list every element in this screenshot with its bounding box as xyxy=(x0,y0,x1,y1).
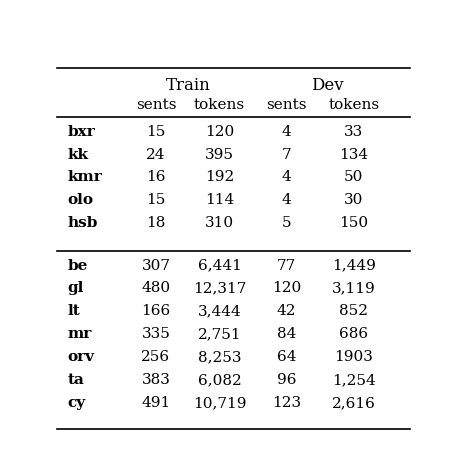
Text: 15: 15 xyxy=(146,194,165,207)
Text: Train: Train xyxy=(165,77,210,94)
Text: tokens: tokens xyxy=(328,98,379,112)
Text: 2,616: 2,616 xyxy=(331,396,375,410)
Text: 114: 114 xyxy=(204,194,234,207)
Text: be: be xyxy=(67,259,88,273)
Text: tokens: tokens xyxy=(193,98,245,112)
Text: 24: 24 xyxy=(146,148,165,161)
Text: 30: 30 xyxy=(344,194,363,207)
Text: 166: 166 xyxy=(141,304,170,319)
Text: gl: gl xyxy=(67,281,84,295)
Text: 480: 480 xyxy=(141,281,170,295)
Text: cy: cy xyxy=(67,396,86,410)
Text: sents: sents xyxy=(136,98,176,112)
Text: 1,449: 1,449 xyxy=(331,259,375,273)
Text: 12,317: 12,317 xyxy=(192,281,246,295)
Text: 120: 120 xyxy=(204,125,234,139)
Text: 150: 150 xyxy=(339,216,368,230)
Text: 1903: 1903 xyxy=(334,350,373,364)
Text: 310: 310 xyxy=(205,216,233,230)
Text: 3,119: 3,119 xyxy=(331,281,375,295)
Text: 1,254: 1,254 xyxy=(331,373,375,387)
Text: 4: 4 xyxy=(281,125,291,139)
Text: orv: orv xyxy=(67,350,94,364)
Text: lt: lt xyxy=(67,304,80,319)
Text: 852: 852 xyxy=(339,304,368,319)
Text: 5: 5 xyxy=(281,216,291,230)
Text: 120: 120 xyxy=(272,281,301,295)
Text: 10,719: 10,719 xyxy=(192,396,246,410)
Text: 383: 383 xyxy=(141,373,170,387)
Text: 4: 4 xyxy=(281,170,291,185)
Text: 96: 96 xyxy=(276,373,296,387)
Text: 335: 335 xyxy=(141,327,170,341)
Text: 7: 7 xyxy=(281,148,291,161)
Text: 84: 84 xyxy=(277,327,296,341)
Text: kmr: kmr xyxy=(67,170,102,185)
Text: 134: 134 xyxy=(339,148,368,161)
Text: 395: 395 xyxy=(205,148,233,161)
Text: 491: 491 xyxy=(141,396,170,410)
Text: 4: 4 xyxy=(281,194,291,207)
Text: hsb: hsb xyxy=(67,216,98,230)
Text: 16: 16 xyxy=(146,170,165,185)
Text: 33: 33 xyxy=(344,125,363,139)
Text: 123: 123 xyxy=(272,396,301,410)
Text: 15: 15 xyxy=(146,125,165,139)
Text: 192: 192 xyxy=(204,170,234,185)
Text: sents: sents xyxy=(266,98,306,112)
Text: 64: 64 xyxy=(276,350,296,364)
Text: Dev: Dev xyxy=(310,77,343,94)
Text: 50: 50 xyxy=(344,170,363,185)
Text: ta: ta xyxy=(67,373,84,387)
Text: 6,441: 6,441 xyxy=(197,259,241,273)
Text: kk: kk xyxy=(67,148,88,161)
Text: 3,444: 3,444 xyxy=(197,304,241,319)
Text: 42: 42 xyxy=(276,304,296,319)
Text: 6,082: 6,082 xyxy=(197,373,241,387)
Text: 18: 18 xyxy=(146,216,165,230)
Text: bxr: bxr xyxy=(67,125,95,139)
Text: 77: 77 xyxy=(277,259,296,273)
Text: mr: mr xyxy=(67,327,91,341)
Text: 256: 256 xyxy=(141,350,170,364)
Text: 307: 307 xyxy=(141,259,170,273)
Text: 2,751: 2,751 xyxy=(197,327,241,341)
Text: 8,253: 8,253 xyxy=(197,350,241,364)
Text: 686: 686 xyxy=(339,327,368,341)
Text: olo: olo xyxy=(67,194,93,207)
